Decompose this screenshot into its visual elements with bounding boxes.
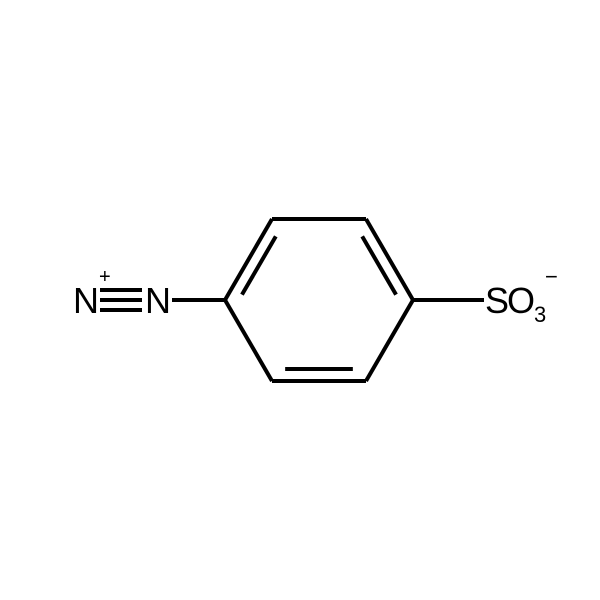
atom-s: S: [485, 280, 509, 321]
atom-n-outer: N: [73, 280, 99, 321]
bond-C1-C2: [225, 219, 272, 300]
molecule-diagram: NN+SO3−: [0, 0, 600, 600]
atom-o: O: [507, 280, 535, 321]
bond-C3-C4: [366, 219, 413, 300]
charge-minus: −: [545, 264, 558, 289]
bond-C4-C5: [366, 300, 413, 381]
bond-C6-C1: [225, 300, 272, 381]
atom-n-inner: N: [145, 280, 171, 321]
subscript-3: 3: [534, 302, 546, 327]
charge-plus: +: [99, 266, 111, 288]
